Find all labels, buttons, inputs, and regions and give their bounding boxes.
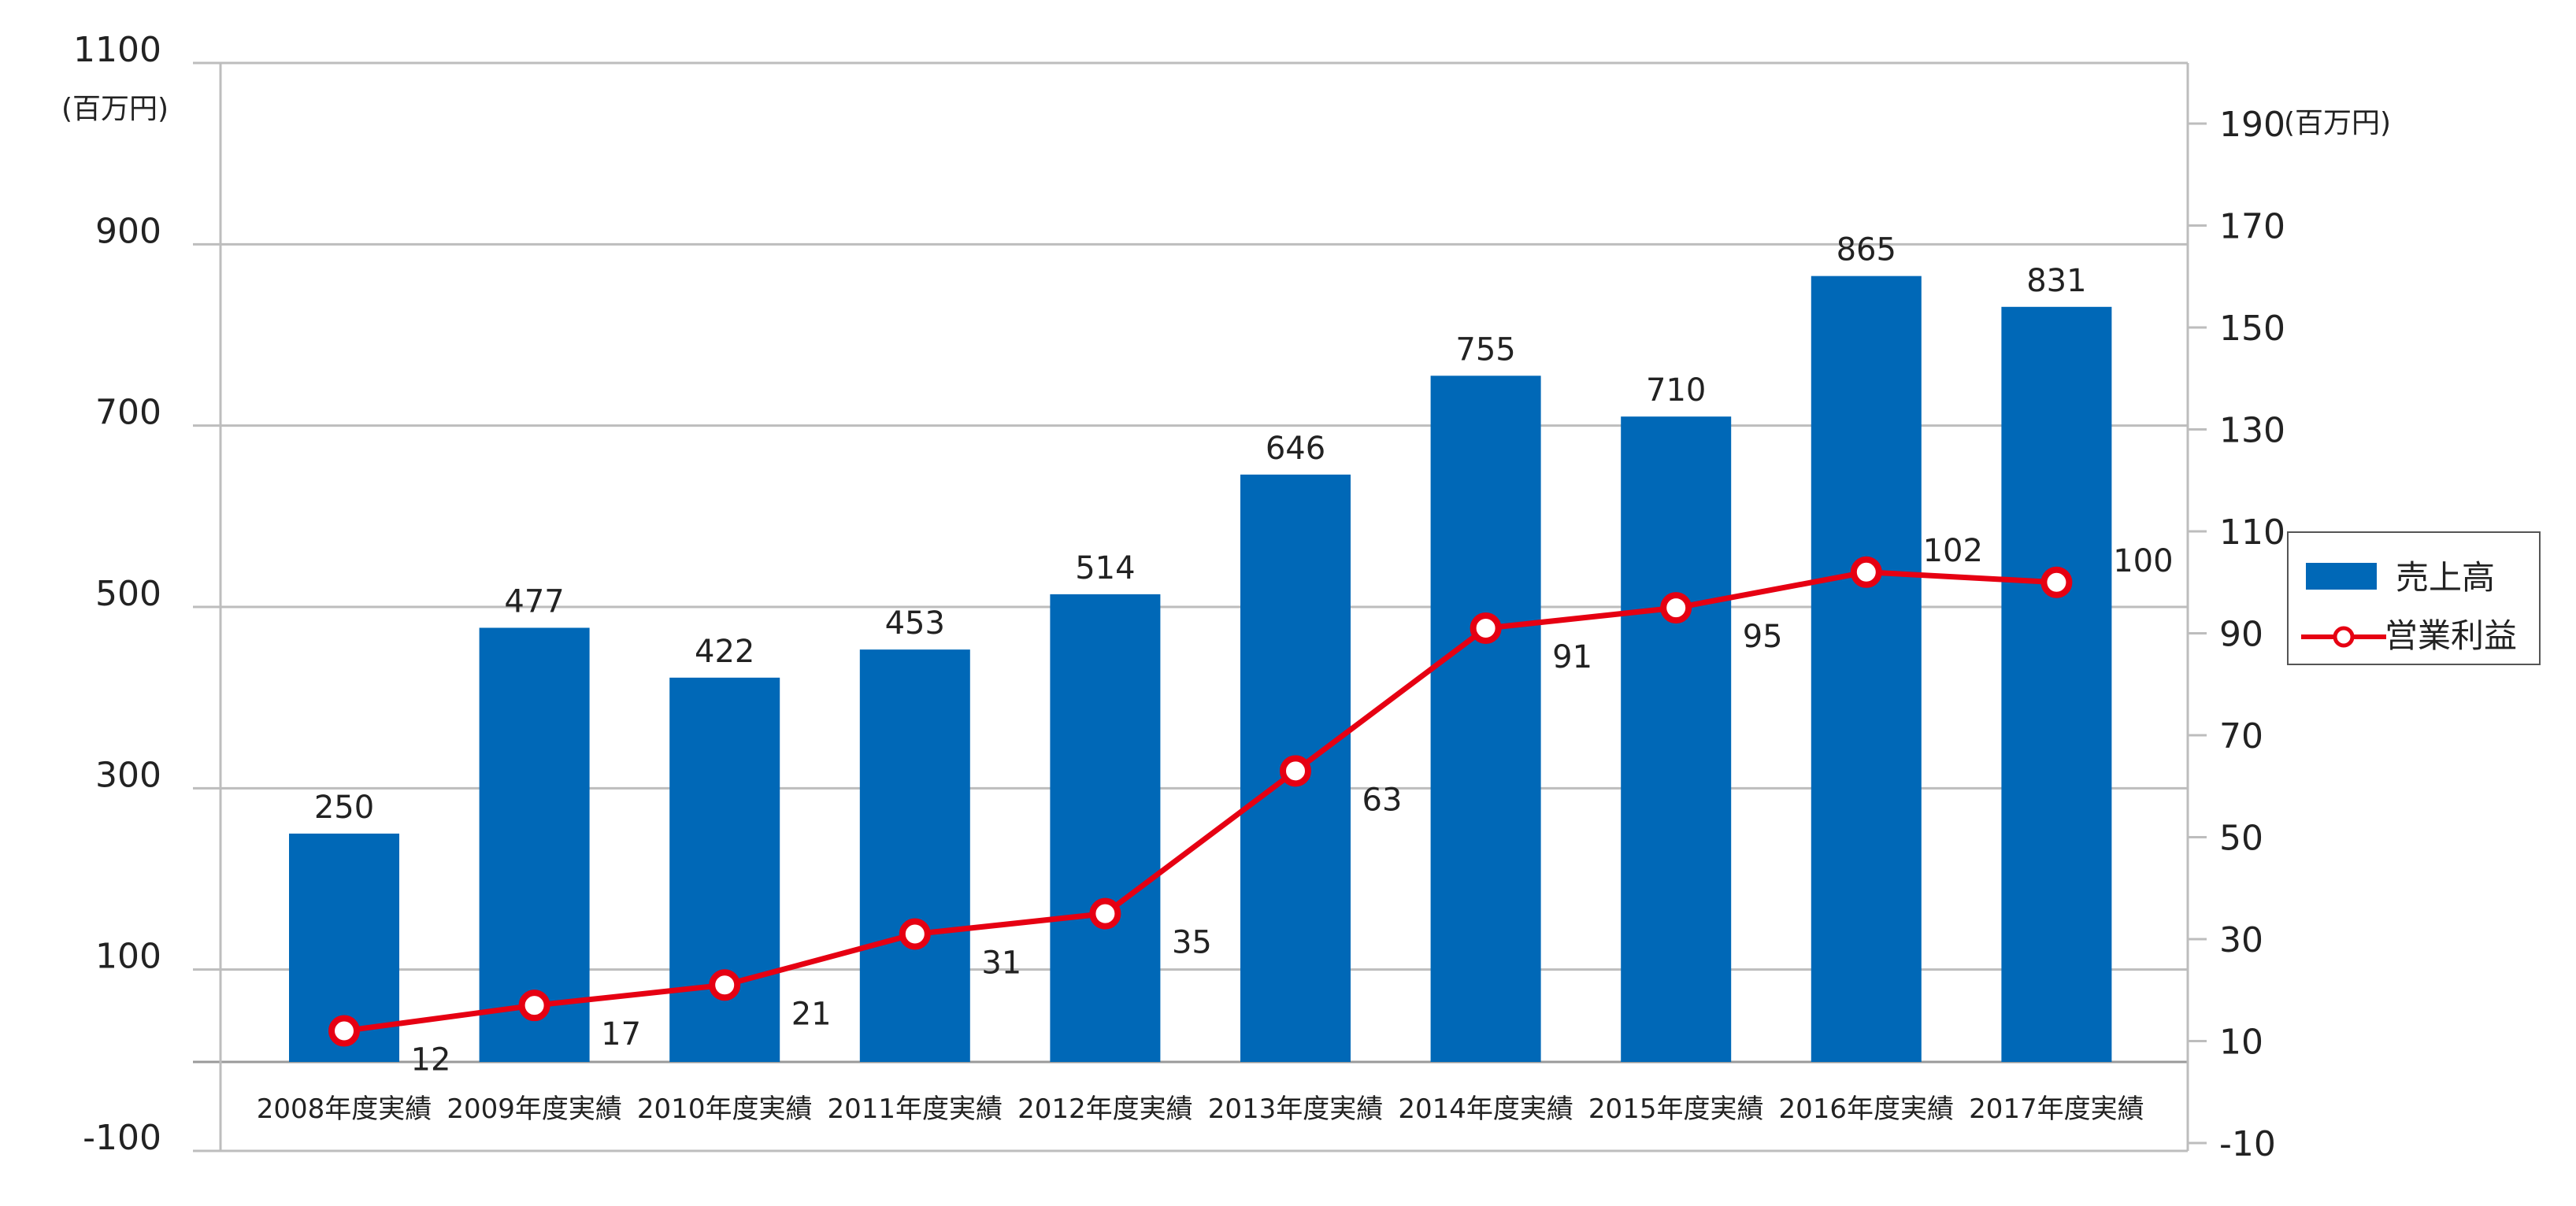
bar-value-label: 755 [1455,331,1515,368]
bar-2015年度実績 [1621,416,1732,1062]
legend-swatch-bar [2306,563,2377,590]
bar-2016年度実績 [1811,276,1922,1062]
left-axis-unit: (百万円) [61,93,169,125]
category-label: 2013年度実績 [1208,1093,1384,1125]
profit-point-2010年度実績 [709,969,741,1001]
profit-value-label: 31 [981,945,1021,982]
category-label: 2014年度実績 [1398,1093,1573,1125]
profit-point-2009年度実績 [518,990,550,1022]
category-label: 2011年度実績 [828,1093,1003,1125]
bar-value-label: 453 [885,605,945,642]
category-label: 2016年度実績 [1779,1093,1955,1125]
profit-point-2015年度実績 [1660,592,1692,624]
right-tick-label: 170 [2219,207,2285,247]
left-tick-label: 500 [95,574,161,614]
bar-value-label: 710 [1646,372,1706,409]
profit-point-2012年度実績 [1089,897,1121,930]
line-operating-profit [328,556,2073,1047]
legend-frame [2287,531,2541,665]
right-axis-unit: (百万円) [2284,107,2391,139]
data-labels: 250 477 422 453 514 646 755 710 865 831 12 17 21 31 35… [314,232,2174,1078]
profit-value-label: 63 [1362,782,1403,818]
right-tick-label: 10 [2219,1023,2263,1063]
left-tick-label: 900 [95,211,161,251]
left-tick-label: -100 [83,1118,161,1158]
bar-2011年度実績 [859,649,970,1062]
profit-value-label: 91 [1552,639,1592,675]
profit-point-2014年度実績 [1470,612,1502,645]
bar-value-label: 831 [2026,263,2086,299]
category-label: 2010年度実績 [637,1093,813,1125]
bar-2012年度実績 [1050,594,1161,1062]
bar-value-label: 477 [504,583,564,620]
category-label: 2012年度実績 [1017,1093,1193,1125]
category-label: 2017年度実績 [1969,1093,2144,1125]
right-tick-label: 130 [2219,411,2285,451]
category-label: 2009年度実績 [447,1093,622,1125]
bar-value-label: 422 [695,634,754,670]
right-tick-label: 90 [2219,615,2263,655]
right-tick-label: 150 [2219,309,2285,349]
legend-swatch-marker [2333,626,2355,648]
profit-point-2008年度実績 [328,1015,360,1047]
profit-value-label: 21 [791,996,832,1032]
right-tick-label: 70 [2219,716,2263,757]
profit-value-label: 95 [1743,619,1783,655]
left-tick-label: 700 [95,393,161,433]
bar-value-label: 646 [1266,431,1325,467]
profit-value-label: 12 [411,1042,451,1078]
right-tick-label: 30 [2219,920,2263,960]
profit-value-label: 100 [2113,543,2173,579]
profit-point-2011年度実績 [899,918,931,950]
left-tick-label: 100 [95,937,161,977]
left-tick-label: 300 [95,755,161,795]
legend-label-sales: 売上高 [2396,558,2495,597]
right-tick-label: 190 [2219,105,2285,145]
bar-2009年度実績 [479,627,590,1062]
category-label: 2015年度実績 [1588,1093,1764,1125]
right-tick-label: 50 [2219,819,2263,859]
right-tick-label: -10 [2219,1124,2276,1164]
bar-2010年度実績 [669,677,780,1062]
profit-point-2016年度実績 [1850,556,1882,588]
profit-line-path [343,569,2057,1034]
bar-value-label: 514 [1075,550,1135,586]
profit-value-label: 35 [1172,925,1212,961]
profit-point-2013年度実績 [1280,755,1311,787]
category-label: 2008年度実績 [257,1093,432,1125]
profit-point-2017年度実績 [2040,566,2073,598]
legend: 売上高 営業利益 [2287,531,2541,665]
bar-value-label: 865 [1837,232,1896,268]
bar-2017年度実績 [2001,306,2112,1062]
bars-sales [289,276,2112,1062]
left-tick-label: 1100 [73,30,161,70]
legend-label-profit: 営業利益 [2385,616,2517,655]
profit-value-label: 17 [601,1016,641,1052]
right-tick-label: 110 [2219,512,2285,553]
bar-2014年度実績 [1430,375,1541,1062]
bar-value-label: 250 [314,790,374,826]
profit-value-label: 102 [1923,533,1983,569]
